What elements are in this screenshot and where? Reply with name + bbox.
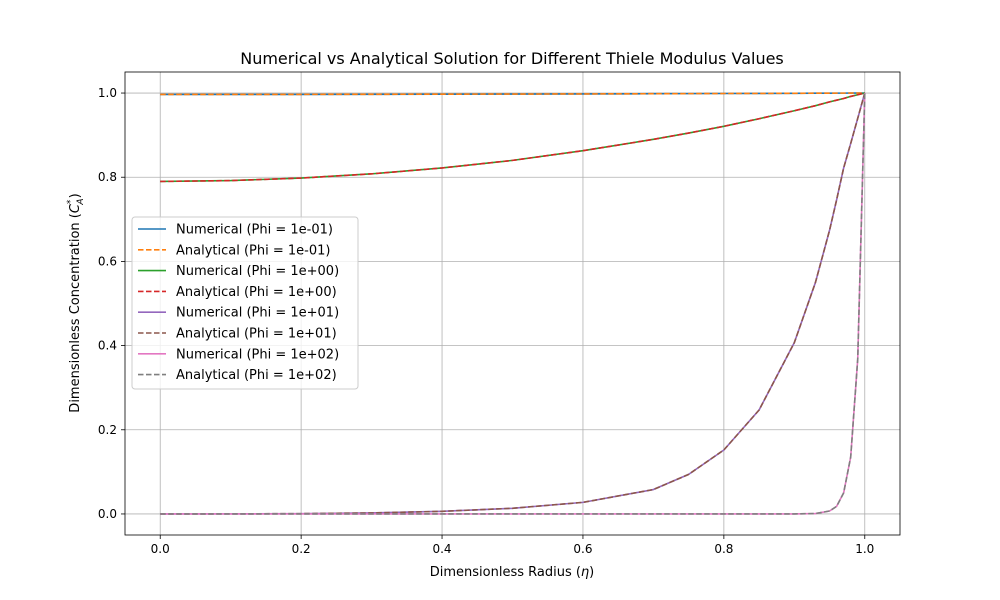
chart-title: Numerical vs Analytical Solution for Dif…	[240, 49, 784, 68]
y-axis-label-sup: *	[66, 199, 76, 204]
x-tick-label: 0.0	[151, 542, 170, 556]
y-axis-label-end: )	[68, 193, 83, 198]
legend-label: Analytical (Phi = 1e+02)	[176, 368, 337, 383]
series-line-8	[160, 93, 866, 515]
series-line-2	[160, 92, 865, 96]
x-axis-label-main: Dimensionless Radius (	[430, 565, 581, 580]
legend-label: Numerical (Phi = 1e-01)	[176, 223, 333, 238]
legend-label: Numerical (Phi = 1e+00)	[176, 264, 339, 279]
legend-label: Numerical (Phi = 1e+02)	[176, 347, 339, 362]
series-lines	[160, 92, 866, 515]
x-tick-label: 0.2	[292, 542, 311, 556]
x-tick-label: 1.0	[855, 542, 874, 556]
x-axis-label-symbol: η	[581, 565, 589, 580]
plot-frame	[124, 71, 901, 536]
x-axis-label-end: )	[589, 565, 594, 580]
legend-label: Analytical (Phi = 1e-01)	[176, 243, 330, 258]
x-tick-label: 0.6	[573, 542, 592, 556]
y-tick-label: 0.6	[98, 254, 117, 268]
series-line-4	[160, 92, 865, 183]
legend-box	[131, 216, 359, 390]
y-axis-label-sub: A	[76, 198, 86, 205]
y-tick-label: 0.8	[98, 170, 117, 184]
y-axis-label: Dimensionless Concentration (C*A)	[66, 193, 86, 412]
series-line-6	[160, 92, 866, 515]
legend-label: Analytical (Phi = 1e+01)	[176, 327, 337, 342]
x-axis-label: Dimensionless Radius (η)	[430, 565, 595, 580]
y-tick-label: 0.0	[98, 507, 117, 521]
y-tick-label: 1.0	[98, 86, 117, 100]
axis-ticks: 0.0 0.2 0.4 0.6 0.8 1.0 0.0 0.2 0.4 0.6 0.8 1.0	[98, 86, 874, 556]
y-tick-label: 0.2	[98, 423, 117, 437]
legend-label: Numerical (Phi = 1e+01)	[176, 306, 339, 321]
x-tick-label: 0.4	[432, 542, 451, 556]
y-axis-label-symbol: C	[68, 203, 83, 213]
legend-items: Numerical (Phi = 1e-01) Analytical (Phi =…	[138, 223, 339, 383]
y-axis-label-main: Dimensionless Concentration (	[68, 213, 83, 413]
legend-label: Analytical (Phi = 1e+00)	[176, 285, 337, 300]
legend: Numerical (Phi = 1e-01) Analytical (Phi =…	[131, 216, 359, 390]
y-tick-label: 0.4	[98, 339, 117, 353]
x-tick-label: 0.8	[714, 542, 733, 556]
